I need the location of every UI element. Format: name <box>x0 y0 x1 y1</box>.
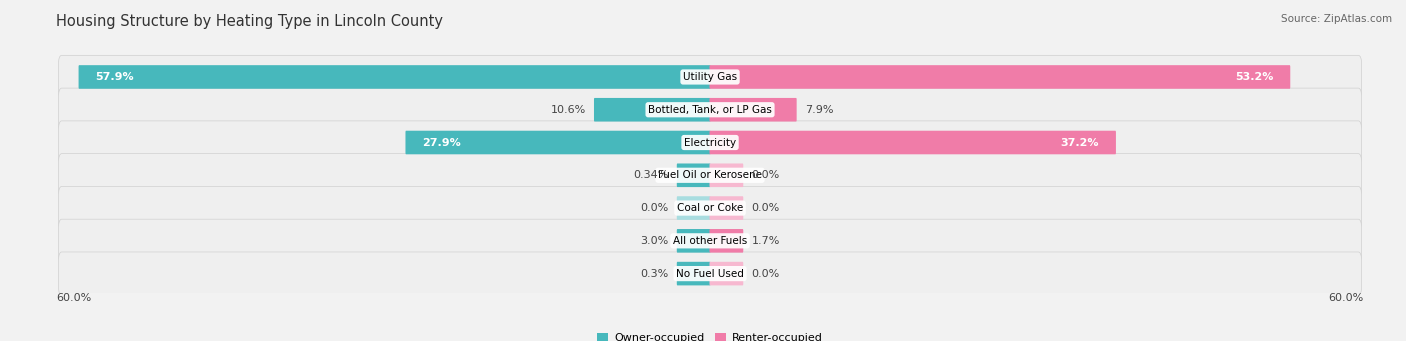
Text: 0.0%: 0.0% <box>640 203 669 213</box>
Text: 57.9%: 57.9% <box>96 72 134 82</box>
FancyBboxPatch shape <box>710 229 744 253</box>
Text: Utility Gas: Utility Gas <box>683 72 737 82</box>
Text: 0.3%: 0.3% <box>640 269 669 279</box>
FancyBboxPatch shape <box>59 252 1361 295</box>
Text: 0.0%: 0.0% <box>751 203 780 213</box>
Text: 60.0%: 60.0% <box>1329 293 1364 303</box>
Text: Coal or Coke: Coal or Coke <box>676 203 744 213</box>
Text: 0.34%: 0.34% <box>633 170 669 180</box>
FancyBboxPatch shape <box>676 163 710 187</box>
Text: All other Fuels: All other Fuels <box>673 236 747 246</box>
Text: 53.2%: 53.2% <box>1234 72 1274 82</box>
FancyBboxPatch shape <box>676 229 710 253</box>
Text: Housing Structure by Heating Type in Lincoln County: Housing Structure by Heating Type in Lin… <box>56 14 443 29</box>
Text: No Fuel Used: No Fuel Used <box>676 269 744 279</box>
FancyBboxPatch shape <box>79 65 710 89</box>
Text: 60.0%: 60.0% <box>56 293 91 303</box>
FancyBboxPatch shape <box>710 262 744 285</box>
FancyBboxPatch shape <box>593 98 710 121</box>
FancyBboxPatch shape <box>59 219 1361 263</box>
FancyBboxPatch shape <box>59 88 1361 131</box>
Text: 1.7%: 1.7% <box>751 236 780 246</box>
FancyBboxPatch shape <box>676 262 710 285</box>
Legend: Owner-occupied, Renter-occupied: Owner-occupied, Renter-occupied <box>598 333 823 341</box>
FancyBboxPatch shape <box>710 131 1116 154</box>
Text: 7.9%: 7.9% <box>804 105 834 115</box>
Text: 37.2%: 37.2% <box>1060 137 1099 148</box>
FancyBboxPatch shape <box>59 121 1361 164</box>
FancyBboxPatch shape <box>59 187 1361 230</box>
Text: 10.6%: 10.6% <box>551 105 586 115</box>
Text: 0.0%: 0.0% <box>751 170 780 180</box>
FancyBboxPatch shape <box>676 196 710 220</box>
Text: 0.0%: 0.0% <box>751 269 780 279</box>
Text: Electricity: Electricity <box>683 137 737 148</box>
FancyBboxPatch shape <box>59 154 1361 197</box>
FancyBboxPatch shape <box>405 131 710 154</box>
Text: 27.9%: 27.9% <box>422 137 461 148</box>
Text: 3.0%: 3.0% <box>640 236 669 246</box>
Text: Fuel Oil or Kerosene: Fuel Oil or Kerosene <box>658 170 762 180</box>
Text: Bottled, Tank, or LP Gas: Bottled, Tank, or LP Gas <box>648 105 772 115</box>
FancyBboxPatch shape <box>710 163 744 187</box>
FancyBboxPatch shape <box>710 98 797 121</box>
FancyBboxPatch shape <box>59 55 1361 99</box>
Text: Source: ZipAtlas.com: Source: ZipAtlas.com <box>1281 14 1392 24</box>
FancyBboxPatch shape <box>710 65 1291 89</box>
FancyBboxPatch shape <box>710 196 744 220</box>
